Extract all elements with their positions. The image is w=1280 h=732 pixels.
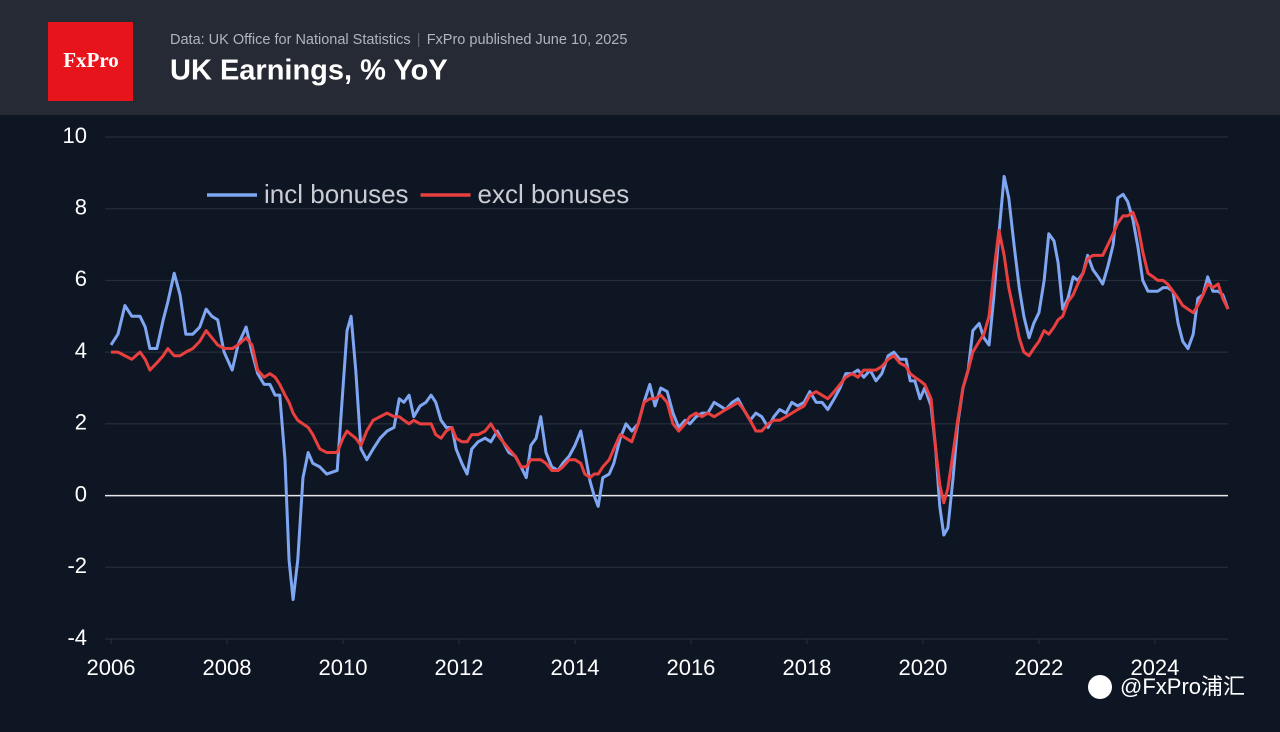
x-tick-label: 2012 (434, 655, 483, 680)
published: FxPro published June 10, 2025 (427, 32, 628, 48)
watermark-icon (1088, 675, 1112, 699)
y-tick-label: -4 (67, 625, 87, 650)
y-tick-label: 6 (75, 266, 87, 291)
plot: -4 -2 0 2 4 6 8 10 2006 2008 2010 2012 2014 2016 2018 2… (63, 123, 1230, 680)
series-line (109, 174, 1230, 602)
y-tick-label: 10 (63, 123, 87, 148)
series-line (111, 210, 1230, 505)
x-tick-label: 2014 (550, 655, 599, 680)
x-tick-label: 2020 (898, 655, 947, 680)
header (0, 0, 1280, 115)
x-tick-label: 2018 (782, 655, 831, 680)
x-tick-label: 2016 (666, 655, 715, 680)
legend-label: incl bonuses (264, 179, 409, 209)
y-tick-label: 8 (75, 195, 87, 220)
y-tick-label: 4 (75, 338, 87, 363)
y-tick-label: 2 (75, 410, 87, 435)
source: Data: UK Office for National Statistics (170, 32, 411, 48)
legend-label: excl bonuses (478, 179, 630, 209)
x-tick-label: 2006 (87, 655, 136, 680)
x-tick-label: 2008 (203, 655, 252, 680)
logo-box (48, 22, 133, 101)
x-tick-label: 2024 (1130, 655, 1179, 680)
x-tick-label: 2010 (319, 655, 368, 680)
watermark: @FxPro浦汇 (1120, 674, 1245, 699)
chart-title: UK Earnings, % YoY (170, 55, 448, 87)
y-tick-label: 0 (75, 481, 87, 506)
x-tick-label: 2022 (1014, 655, 1063, 680)
y-tick-label: -2 (67, 553, 87, 578)
logo: FxPro (63, 48, 119, 72)
